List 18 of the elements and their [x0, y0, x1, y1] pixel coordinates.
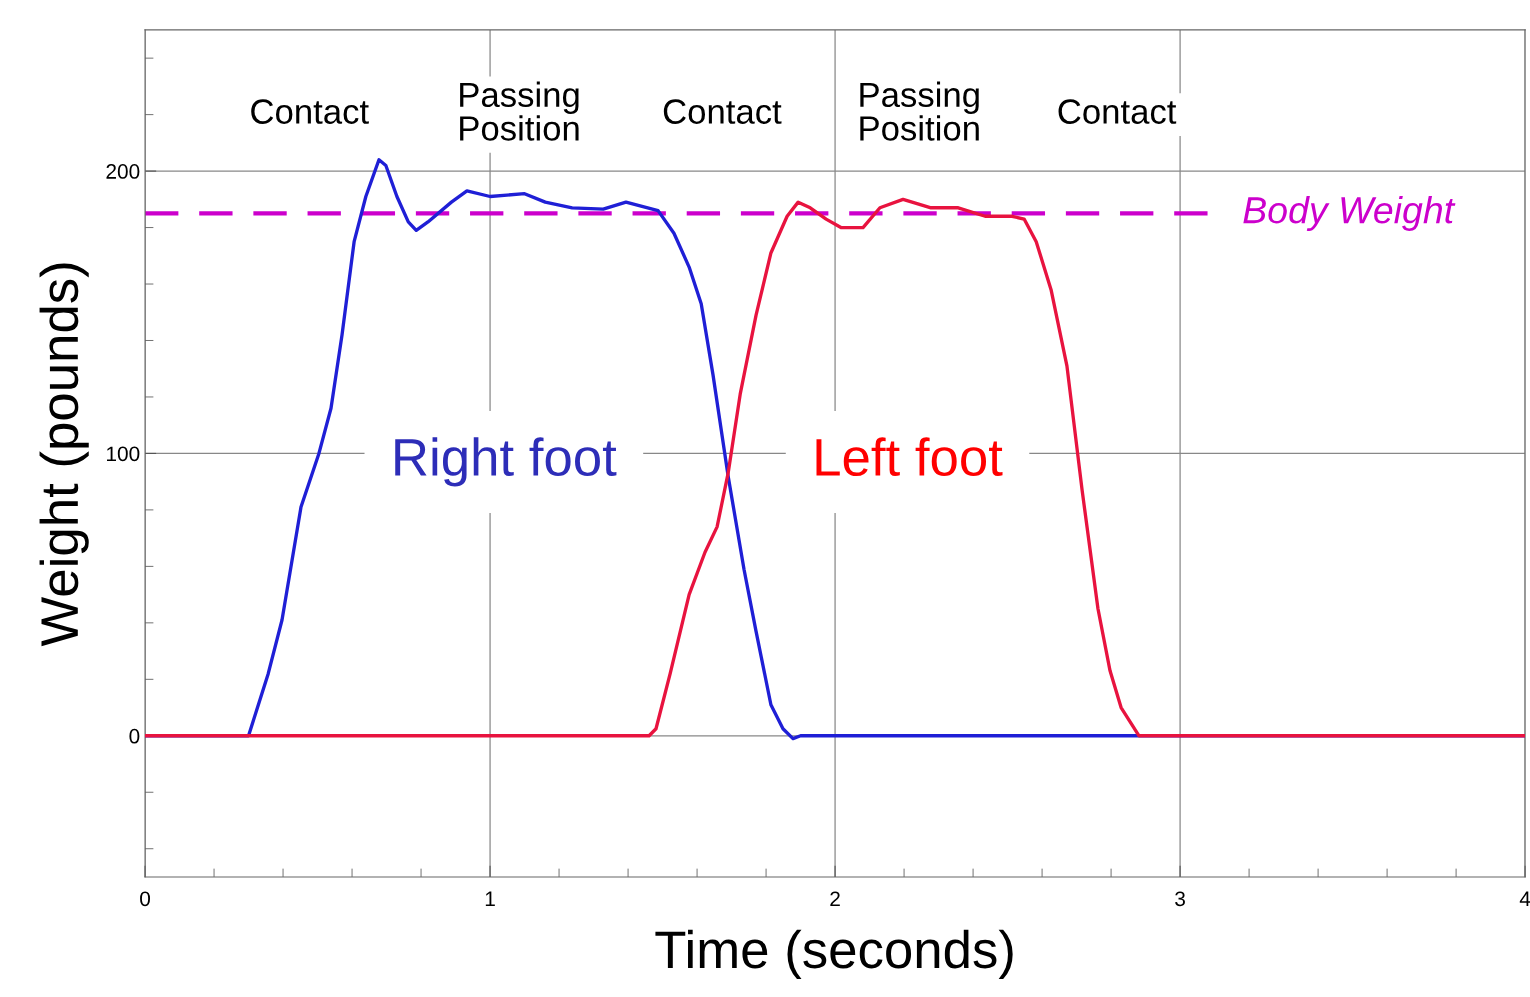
ref-line-label: Body Weight	[1243, 195, 1456, 231]
x-tick-label: 1	[485, 891, 495, 906]
annotation: Passing Position	[460, 81, 579, 141]
x-tick-label: 3	[1175, 891, 1185, 907]
x-tick-label: 2	[830, 891, 840, 906]
annotation: Contact	[1058, 99, 1177, 124]
series-label: Left foot	[816, 437, 1003, 477]
x-axis-title: Time (seconds)	[655, 929, 1013, 979]
y-tick-label: 200	[106, 164, 140, 179]
annotation: Passing Position	[860, 81, 979, 141]
series-label: Right foot	[395, 437, 617, 487]
annotation: Contact	[663, 99, 782, 124]
y-tick-label: 100	[107, 446, 140, 462]
y-tick-label: 0	[129, 728, 140, 744]
x-tick-label: 0	[140, 891, 151, 907]
x-tick-label: 4	[1519, 891, 1530, 906]
annotation: Contact	[251, 99, 369, 124]
y-axis-title: Weight (pounds)	[39, 263, 89, 647]
